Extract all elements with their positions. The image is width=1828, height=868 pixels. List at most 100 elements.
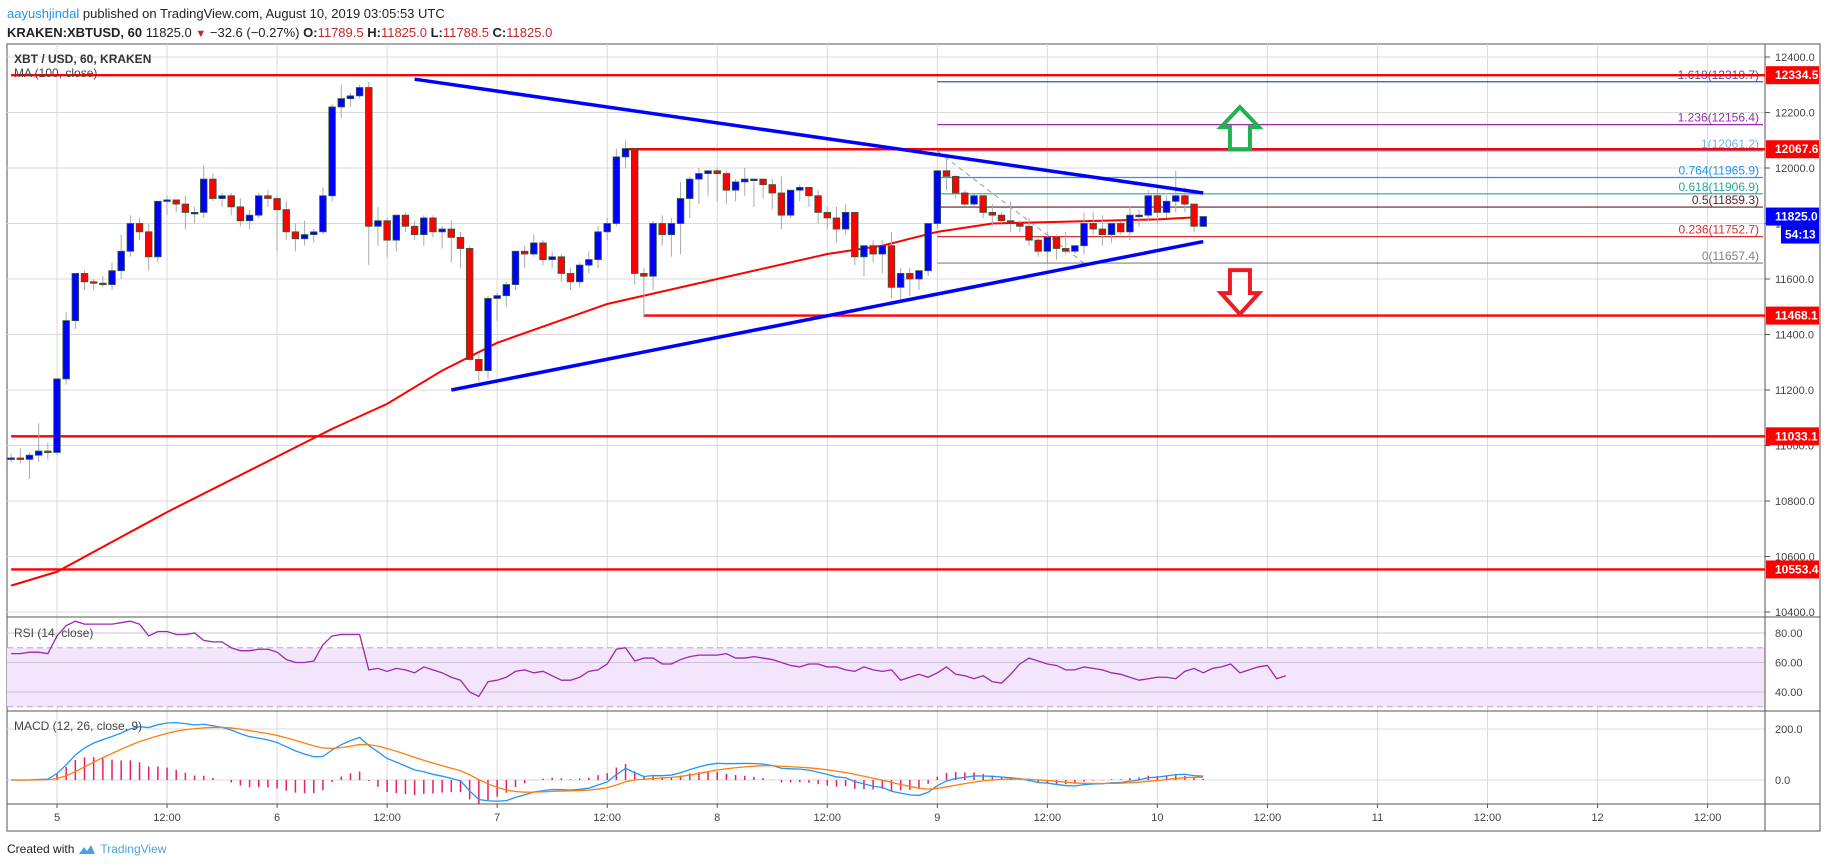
level-price-badge-text: 11033.1 — [1775, 429, 1818, 443]
candle-body — [750, 178, 758, 182]
candle-body — [786, 189, 795, 216]
candle-body — [7, 457, 15, 460]
level-price-badge — [1766, 427, 1819, 446]
candle-body — [640, 273, 648, 277]
candle-body — [108, 270, 116, 285]
candle-body — [585, 259, 593, 266]
open-value: 11789.5 — [317, 25, 364, 40]
candle-body — [374, 220, 382, 227]
fib-level-label: 1.236(12156.4) — [1678, 111, 1759, 125]
x-axis-label: 12:00 — [1034, 812, 1062, 824]
candle-body — [575, 264, 584, 283]
ma-indicator-label[interactable]: MA (100, close) — [14, 66, 98, 80]
rsi-band — [7, 647, 1765, 707]
candle-body — [924, 223, 932, 272]
y-axis-label: 12400.0 — [1775, 52, 1815, 64]
candle-body — [1006, 220, 1015, 224]
candle-body — [741, 178, 749, 183]
candle-body — [530, 242, 538, 255]
candle-body — [346, 95, 355, 100]
y-axis-label: 11600.0 — [1775, 274, 1814, 286]
low-label: L: — [430, 25, 443, 40]
candle-body — [851, 211, 859, 258]
candle-body — [328, 106, 336, 197]
down-arrow-icon: ▼ — [195, 28, 207, 40]
candle-body — [1135, 214, 1143, 218]
level-price-badge-text: 12334.5 — [1775, 68, 1819, 82]
fib-level-label: 0.5(11859.3) — [1692, 193, 1759, 207]
arrow-down-icon — [1216, 268, 1264, 318]
fib-level-label: 0.764(11965.9) — [1678, 163, 1759, 177]
candle-body — [1172, 195, 1180, 202]
candle-body — [979, 195, 987, 213]
candle-body — [502, 284, 511, 297]
candle-body — [777, 192, 786, 216]
trendline-upper — [414, 77, 1204, 195]
candle-body — [1190, 203, 1198, 227]
low-value: 11788.5 — [442, 25, 489, 40]
candle-body — [1043, 236, 1052, 252]
candle-body — [649, 223, 657, 277]
x-axis-label: 5 — [54, 812, 60, 824]
x-axis-label: 6 — [274, 812, 280, 824]
y-axis-label: 11200.0 — [1775, 385, 1814, 397]
candle-body — [906, 273, 914, 280]
candle-body — [896, 273, 905, 288]
candle-body — [796, 187, 804, 191]
candle-body — [961, 192, 969, 205]
candle-body — [603, 223, 611, 233]
candle-body — [511, 250, 520, 285]
candle-body — [731, 181, 740, 191]
candle-body — [420, 217, 428, 235]
fib-level-label: 0(11657.4) — [1702, 249, 1759, 263]
rsi-pane-label[interactable]: RSI (14, close) — [14, 626, 94, 640]
level-price-badge — [1766, 66, 1819, 85]
candle-body — [236, 206, 245, 222]
trendline-lower — [450, 239, 1204, 392]
author-link[interactable]: aayushjindal — [7, 6, 80, 21]
candle-body — [1153, 195, 1162, 213]
candle-body — [25, 454, 34, 460]
candle-body — [1052, 236, 1061, 249]
candle-body — [520, 250, 529, 255]
candle-body — [1098, 228, 1107, 236]
candle-body — [823, 211, 831, 219]
fib-level-label: 0.236(11752.7) — [1678, 223, 1759, 237]
tradingview-logo-icon — [79, 845, 96, 854]
x-axis-label: 11 — [1372, 812, 1383, 824]
tradingview-brand-link[interactable]: TradingView — [100, 842, 167, 856]
x-axis-label: 12:00 — [814, 812, 842, 824]
x-axis-label: 7 — [494, 812, 500, 824]
level-price-badge-text: 12067.6 — [1775, 142, 1819, 156]
candle-body — [273, 198, 281, 211]
candle-body — [676, 198, 685, 224]
candle-body — [722, 173, 731, 191]
rsi-axis-label: 80.00 — [1775, 628, 1803, 640]
candle-body — [621, 148, 630, 158]
macd-pane-label[interactable]: MACD (12, 26, close, 9) — [14, 719, 143, 733]
macd-line — [11, 721, 1204, 802]
y-axis-label: 11400.0 — [1775, 330, 1814, 342]
created-with-text: Created with — [7, 842, 75, 856]
fib-level-label: 1(12061.2) — [1701, 137, 1759, 151]
candle-body — [392, 214, 400, 241]
candle-body — [144, 231, 153, 258]
candle-body — [365, 87, 373, 227]
candle-body — [1181, 195, 1189, 205]
candle-body — [759, 178, 767, 186]
candle-body — [1162, 200, 1171, 213]
y-axis-label: 12000.0 — [1775, 163, 1815, 175]
rsi-line — [11, 620, 1286, 698]
candle-body — [410, 225, 419, 235]
candle-body — [805, 187, 813, 197]
candle-body — [1016, 223, 1024, 227]
candle-body — [1199, 216, 1207, 227]
x-axis-label: 12:00 — [373, 812, 401, 824]
x-axis-label: 12:00 — [1474, 812, 1502, 824]
candle-body — [282, 209, 290, 233]
candle-body — [89, 281, 98, 284]
candle-body — [933, 170, 942, 224]
candle-body — [438, 228, 446, 233]
candle-body — [465, 248, 474, 360]
